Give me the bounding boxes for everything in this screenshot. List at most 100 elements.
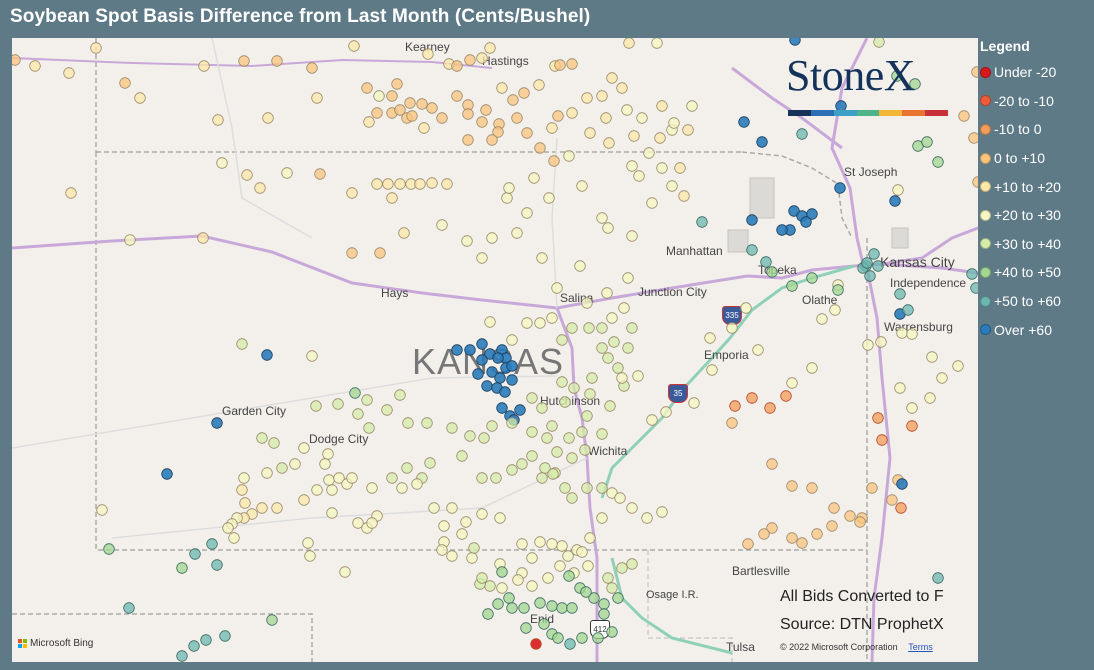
basis-dot--20-to-30[interactable] <box>460 516 472 528</box>
basis-dot--20-to-30[interactable] <box>352 517 364 529</box>
basis-dot--20-to-30[interactable] <box>626 160 638 172</box>
basis-dot--20-to-30[interactable] <box>546 312 558 324</box>
basis-dot-0-to-10[interactable] <box>271 55 283 67</box>
basis-dot--20-to-30[interactable] <box>339 566 351 578</box>
basis-dot--20-to-30[interactable] <box>466 552 478 564</box>
basis-dot--20-to-30[interactable] <box>952 360 964 372</box>
basis-dot--20-to-30[interactable] <box>261 467 273 479</box>
basis-dot--30-to-40[interactable] <box>526 392 538 404</box>
basis-dot--30-to-40[interactable] <box>622 342 634 354</box>
basis-dot-over-60[interactable] <box>476 354 488 366</box>
basis-dot--20-to-30[interactable] <box>636 112 648 124</box>
basis-dot--20-to-30[interactable] <box>238 472 250 484</box>
basis-dot--40-to-50[interactable] <box>349 387 361 399</box>
basis-dot-0-to-10[interactable] <box>12 54 21 66</box>
basis-dot--20-to-30[interactable] <box>311 484 323 496</box>
basis-dot--30-to-40[interactable] <box>566 322 578 334</box>
legend-item[interactable]: Under -20 <box>980 58 1094 87</box>
basis-dot--20-to-30[interactable] <box>656 506 668 518</box>
basis-dot--30-to-40[interactable] <box>612 362 624 374</box>
basis-dot--30-to-40[interactable] <box>602 352 614 364</box>
basis-dot--50-to-60[interactable] <box>696 216 708 228</box>
basis-dot--40-to-50[interactable] <box>103 543 115 555</box>
basis-dot-0-to-10[interactable] <box>826 520 838 532</box>
basis-dot--40-to-50[interactable] <box>176 562 188 574</box>
basis-dot--20-to-30[interactable] <box>656 162 668 174</box>
basis-dot--20-to-30[interactable] <box>511 227 523 239</box>
basis-dot-0-to-10[interactable] <box>462 108 474 120</box>
basis-dot--20-to-30[interactable] <box>521 317 533 329</box>
basis-dot--20-to-30[interactable] <box>626 230 638 242</box>
basis-dot--20-to-30[interactable] <box>304 550 316 562</box>
basis-dot--10-to-20[interactable] <box>386 192 398 204</box>
basis-dot--20-to-30[interactable] <box>534 317 546 329</box>
basis-dot--30-to-40[interactable] <box>581 482 593 494</box>
basis-dot--20-to-30[interactable] <box>582 560 594 572</box>
basis-dot--20-to-30[interactable] <box>894 382 906 394</box>
basis-dot-over-60[interactable] <box>464 344 476 356</box>
basis-dot-0-to-10[interactable] <box>462 134 474 146</box>
basis-dot--20-to-30[interactable] <box>542 572 554 584</box>
basis-dot--30-to-40[interactable] <box>464 430 476 442</box>
basis-dot--20-to-30[interactable] <box>704 332 716 344</box>
basis-dot-0-to-10[interactable] <box>451 60 463 72</box>
basis-dot--40-to-50[interactable] <box>588 592 600 604</box>
basis-dot--20-to-30[interactable] <box>438 520 450 532</box>
basis-dot--30-to-40[interactable] <box>563 432 575 444</box>
basis-dot--20-to-30[interactable] <box>326 507 338 519</box>
basis-dot--50-to-60[interactable] <box>868 248 880 260</box>
basis-dot--10-to-0[interactable] <box>876 434 888 446</box>
basis-dot--30-to-40[interactable] <box>559 396 571 408</box>
basis-dot--30-to-40[interactable] <box>332 398 344 410</box>
basis-dot-over-60[interactable] <box>451 344 463 356</box>
basis-dot--30-to-40[interactable] <box>236 338 248 350</box>
basis-dot--30-to-40[interactable] <box>478 432 490 444</box>
legend-item[interactable]: +30 to +40 <box>980 230 1094 259</box>
basis-dot--20-to-30[interactable] <box>476 252 488 264</box>
basis-dot-over-60[interactable] <box>499 386 511 398</box>
basis-dot--20-to-30[interactable] <box>436 219 448 231</box>
basis-dot--20-to-30[interactable] <box>366 517 378 529</box>
basis-dot-over-60[interactable] <box>889 195 901 207</box>
basis-dot-0-to-10[interactable] <box>971 66 978 78</box>
basis-dot--30-to-40[interactable] <box>547 468 559 480</box>
basis-dot-0-to-10[interactable] <box>426 102 438 114</box>
basis-dot--30-to-40[interactable] <box>386 472 398 484</box>
basis-dot--20-to-30[interactable] <box>614 492 626 504</box>
basis-dot--20-to-30[interactable] <box>806 362 818 374</box>
basis-dot--10-to-20[interactable] <box>628 130 640 142</box>
basis-dot--40-to-50[interactable] <box>518 602 530 614</box>
basis-dot--20-to-30[interactable] <box>563 150 575 162</box>
basis-dot-0-to-10[interactable] <box>451 90 463 102</box>
basis-dot--20-to-30[interactable] <box>476 508 488 520</box>
basis-dot--30-to-40[interactable] <box>556 376 568 388</box>
basis-dot--10-to-0[interactable] <box>764 402 776 414</box>
basis-dot--20-to-30[interactable] <box>646 197 658 209</box>
map-canvas[interactable]: Kearney Hastings St Joseph Manhattan Top… <box>12 38 978 662</box>
basis-dot-0-to-10[interactable] <box>476 116 488 128</box>
basis-dot--20-to-30[interactable] <box>688 397 700 409</box>
basis-dot--20-to-30[interactable] <box>906 402 918 414</box>
basis-dot--10-to-20[interactable] <box>596 90 608 102</box>
basis-dot-over-60[interactable] <box>476 338 488 350</box>
basis-dot--30-to-40[interactable] <box>276 462 288 474</box>
basis-dot--10-to-20[interactable] <box>212 114 224 126</box>
basis-dot--30-to-40[interactable] <box>596 322 608 334</box>
basis-dot--20-to-30[interactable] <box>829 304 841 316</box>
basis-dot--20-to-30[interactable] <box>752 344 764 356</box>
basis-dot--40-to-50[interactable] <box>534 597 546 609</box>
basis-dot-0-to-10[interactable] <box>554 59 566 71</box>
legend-item[interactable]: +20 to +30 <box>980 201 1094 230</box>
basis-dot--20-to-30[interactable] <box>633 170 645 182</box>
basis-dot--30-to-40[interactable] <box>361 394 373 406</box>
basis-dot--30-to-40[interactable] <box>456 450 468 462</box>
basis-dot--20-to-30[interactable] <box>892 184 904 196</box>
basis-dot--20-to-30[interactable] <box>602 222 614 234</box>
basis-dot--50-to-60[interactable] <box>746 244 758 256</box>
basis-dot--30-to-40[interactable] <box>476 472 488 484</box>
basis-dot--30-to-40[interactable] <box>490 472 502 484</box>
basis-dot-0-to-10[interactable] <box>492 126 504 138</box>
basis-dot--30-to-40[interactable] <box>536 472 548 484</box>
basis-dot--10-to-20[interactable] <box>398 227 410 239</box>
basis-dot--40-to-50[interactable] <box>538 618 550 630</box>
